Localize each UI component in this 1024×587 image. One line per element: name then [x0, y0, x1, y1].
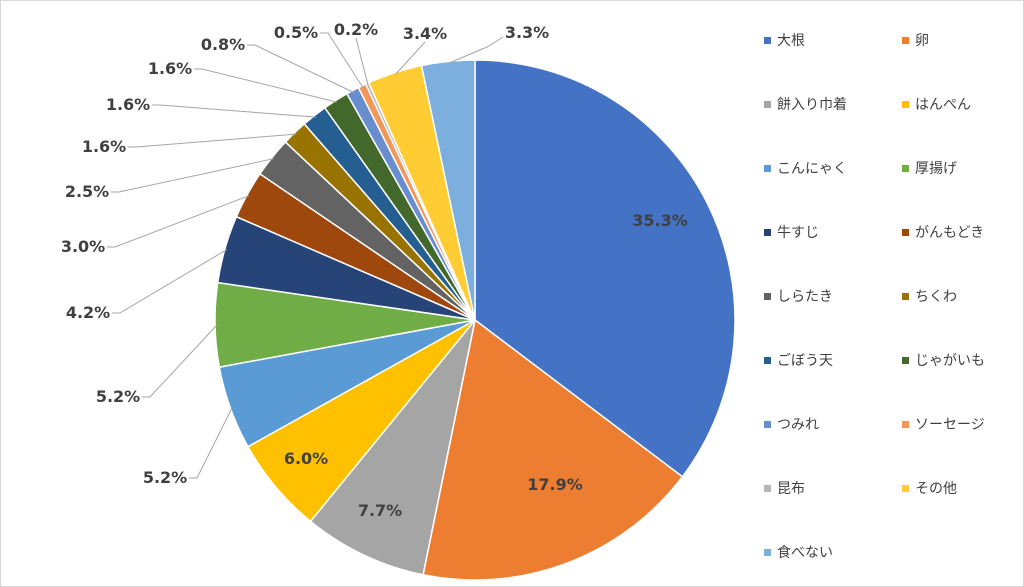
legend-label: ごぼう天 [777, 353, 833, 369]
legend-label: 昆布 [777, 481, 805, 497]
legend-swatch [764, 420, 771, 428]
legend-item-9: しらたき [764, 286, 833, 306]
legend-swatch [764, 548, 771, 556]
data-label-16: 3.4% [403, 24, 447, 43]
legend-swatch [902, 164, 909, 172]
leader-line-11 [152, 104, 316, 118]
data-label-14: 0.5% [274, 23, 318, 42]
legend-item-13: つみれ [764, 414, 819, 434]
legend-label: しらたき [777, 289, 833, 305]
legend-item-2: 卵 [902, 30, 929, 50]
data-label-9: 2.5% [65, 182, 109, 201]
data-labels: 35.3% 17.9% 7.7% 6.0% 5.2% 5.2% 4.2% 3.0% 2.5% 1.… [61, 20, 688, 520]
data-label-15: 0.2% [334, 20, 378, 39]
legend-swatch [902, 292, 909, 300]
legend-swatch [764, 228, 771, 236]
legend-swatch [902, 228, 909, 236]
data-label-2: 17.9% [527, 475, 583, 494]
data-label-13: 0.8% [201, 35, 245, 54]
legend-label: がんもどき [915, 225, 985, 241]
legend-swatch [764, 164, 771, 172]
legend-item-10: ちくわ [902, 286, 957, 306]
data-label-6: 5.2% [96, 387, 140, 406]
legend-label: はんぺん [915, 97, 971, 113]
data-label-1: 35.3% [632, 211, 688, 230]
data-label-17: 3.3% [505, 23, 549, 42]
leader-line-6 [142, 324, 218, 398]
data-label-7: 4.2% [66, 303, 110, 322]
data-label-8: 3.0% [61, 237, 105, 256]
pie-slice-1 [474, 59, 736, 478]
legend-item-15: 昆布 [764, 478, 805, 498]
legend-label: 大根 [777, 33, 805, 49]
leader-line-7 [112, 249, 228, 314]
data-label-10: 1.6% [82, 137, 126, 156]
leader-line-15 [355, 37, 369, 86]
leader-line-5 [189, 407, 233, 479]
legend-swatch [902, 420, 909, 428]
leader-line-16 [394, 41, 426, 75]
legend-item-5: こんにゃく [764, 158, 847, 178]
legend-item-8: がんもどき [902, 222, 984, 242]
data-label-4: 6.0% [284, 449, 328, 468]
legend-swatch [764, 484, 771, 492]
leader-lines [107, 32, 504, 479]
legend-label: 餅入り巾着 [777, 97, 847, 113]
data-label-12: 1.6% [148, 59, 192, 78]
legend-label: 卵 [915, 33, 929, 49]
legend-item-17: 食べない [764, 542, 833, 562]
legend-item-11: ごぼう天 [764, 350, 833, 370]
legend-label: 食べない [777, 545, 833, 561]
legend-label: 牛すじ [777, 225, 819, 241]
leader-line-8 [107, 195, 250, 248]
pie-slices [214, 59, 736, 581]
leader-line-10 [128, 133, 297, 148]
legend-swatch [902, 36, 909, 44]
data-label-11: 1.6% [106, 95, 150, 114]
legend-swatch [764, 36, 771, 44]
legend-item-7: 牛すじ [764, 222, 819, 242]
leader-line-17 [448, 36, 504, 64]
legend-label: じゃがいも [915, 353, 985, 369]
data-label-5: 5.2% [143, 468, 187, 487]
legend-item-1: 大根 [764, 30, 805, 50]
legend-item-6: 厚揚げ [902, 158, 957, 178]
legend-swatch [902, 356, 909, 364]
legend-swatch [764, 292, 771, 300]
legend-item-12: じゃがいも [902, 350, 985, 370]
legend-label: こんにゃく [777, 161, 847, 177]
legend-label: その他 [915, 481, 957, 497]
leader-line-9 [111, 158, 274, 193]
legend-swatch [902, 100, 909, 108]
pie-slice-17 [420, 59, 476, 321]
pie-slice-3 [309, 319, 476, 576]
legend-item-3: 餅入り巾着 [764, 94, 847, 114]
legend-label: つみれ [777, 417, 819, 433]
legend-label: ちくわ [915, 289, 957, 305]
legend-label: ソーセージ [915, 417, 985, 433]
legend-item-4: はんぺん [902, 94, 971, 114]
legend-swatch [764, 100, 771, 108]
leader-line-12 [194, 68, 337, 103]
legend-item-16: その他 [902, 478, 957, 498]
pie-slice-2 [422, 318, 684, 581]
legend-label: 厚揚げ [915, 161, 957, 177]
legend-item-14: ソーセージ [902, 414, 985, 434]
leader-line-14 [320, 32, 364, 88]
legend-swatch [902, 484, 909, 492]
leader-line-13 [247, 44, 354, 93]
legend-swatch [764, 356, 771, 364]
data-label-3: 7.7% [358, 501, 402, 520]
